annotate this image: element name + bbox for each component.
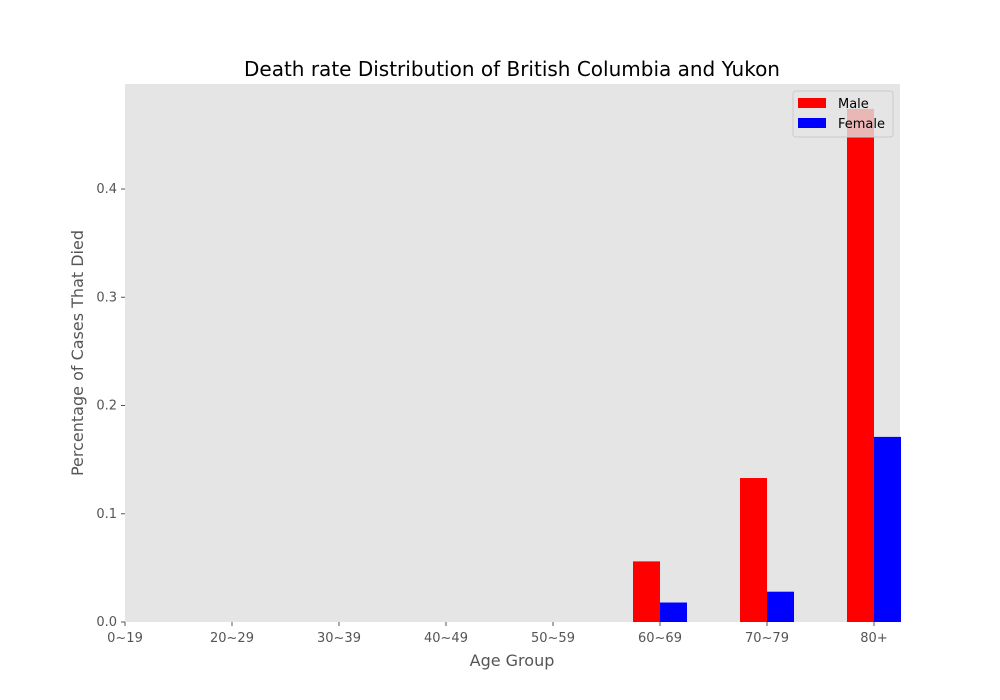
chart-title: Death rate Distribution of British Colum…: [244, 57, 780, 81]
bar-female-5: [660, 602, 687, 622]
plot-background: [125, 84, 900, 622]
bars-group: [633, 108, 901, 622]
x-tick-label: 0~19: [107, 631, 143, 646]
legend: Male Female: [792, 90, 894, 138]
legend-label-female: Female: [838, 117, 885, 132]
x-tick-label: 30~39: [317, 631, 361, 646]
legend-swatch-male: [798, 98, 826, 108]
y-tick-label: 0.2: [96, 399, 117, 414]
x-tick-label: 60~69: [638, 631, 682, 646]
x-tick-label: 80+: [860, 631, 887, 646]
x-axis-label: Age Group: [470, 651, 555, 670]
y-tick-label: 0.3: [96, 290, 117, 305]
x-tick-label: 50~59: [531, 631, 575, 646]
legend-label-male: Male: [838, 97, 869, 112]
bar-male-7: [847, 108, 874, 622]
y-ticks-group: 0.0 0.1 0.2 0.3 0.4: [96, 182, 125, 630]
y-axis-label: Percentage of Cases That Died: [68, 230, 87, 476]
y-tick-label: 0.0: [96, 615, 117, 630]
x-tick-label: 70~79: [745, 631, 789, 646]
bar-female-7: [874, 436, 901, 622]
x-tick-label: 40~49: [424, 631, 468, 646]
y-tick-label: 0.4: [96, 182, 117, 197]
legend-swatch-female: [798, 118, 826, 128]
bar-male-5: [633, 561, 660, 622]
bar-female-6: [767, 591, 794, 622]
x-ticks-group: 0~19 20~29 30~39 40~49 50~59 60~69 70~79 80+: [107, 622, 888, 646]
y-tick-label: 0.1: [96, 507, 117, 522]
bar-male-6: [740, 478, 767, 622]
x-tick-label: 20~29: [210, 631, 254, 646]
